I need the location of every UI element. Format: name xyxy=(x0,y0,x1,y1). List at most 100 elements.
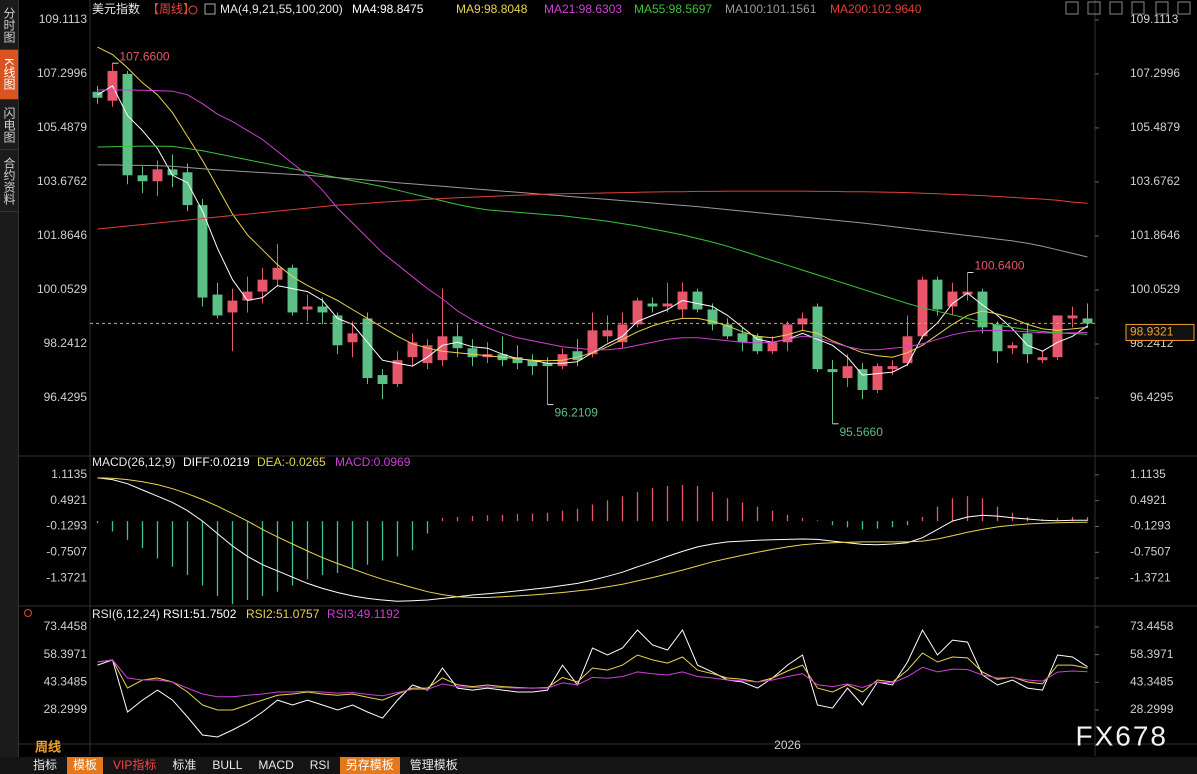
candle-body xyxy=(182,172,193,206)
sidebar-tab[interactable]: 合约资料 xyxy=(0,150,18,212)
y-tick-label: 109.1113 xyxy=(39,12,88,26)
legend-entry: MA21:98.6303 xyxy=(544,2,622,16)
toolbar-button[interactable]: 标准 xyxy=(172,758,197,772)
candle-body xyxy=(1037,357,1048,361)
y-tick-label: 43.3485 xyxy=(44,674,88,688)
toolbar-button[interactable]: 另存模板 xyxy=(339,757,400,774)
candle-body xyxy=(227,300,238,313)
y-tick-label: 100.0529 xyxy=(37,282,87,296)
candle-body xyxy=(947,291,958,307)
sidebar-tab[interactable]: K线图 xyxy=(0,50,18,100)
sidebar-tab[interactable]: 闪电图 xyxy=(0,100,18,150)
candle-body xyxy=(542,363,553,367)
candle-body xyxy=(287,267,298,313)
candle-body xyxy=(647,303,658,307)
candle-body xyxy=(167,169,178,176)
candle-body xyxy=(857,369,868,390)
legend-entry: MACD:0.0969 xyxy=(335,455,411,469)
candle-body xyxy=(872,366,883,390)
y-tick-label: -1.3721 xyxy=(46,570,87,584)
candle-body xyxy=(242,291,253,301)
y-tick-label: -1.3721 xyxy=(1130,570,1171,584)
toolbar-button[interactable]: 指标 xyxy=(33,758,58,772)
toolbar-button[interactable]: BULL xyxy=(212,758,243,772)
toolbar-button[interactable]: RSI xyxy=(309,758,330,772)
candle-body xyxy=(617,324,628,343)
y-tick-label: -0.1293 xyxy=(46,519,87,533)
candle-body xyxy=(722,324,733,337)
legend-entry: MA55:98.5697 xyxy=(634,2,712,16)
x-tick-label: 2026 xyxy=(774,738,801,752)
candle-body xyxy=(887,366,898,370)
candle-body xyxy=(272,267,283,280)
legend-title: RSI(6,12,24) xyxy=(92,607,160,621)
candle-body xyxy=(827,369,838,373)
window-button[interactable] xyxy=(1177,1,1191,15)
candle-body xyxy=(152,169,163,182)
toolbar-button[interactable]: VIP指标 xyxy=(113,758,157,772)
y-tick-label: 100.0529 xyxy=(1130,282,1180,296)
candle-body xyxy=(1007,345,1018,349)
toolbar-button[interactable]: 管理模板 xyxy=(409,758,458,772)
y-tick-label: -0.7507 xyxy=(46,544,87,558)
candle-body xyxy=(587,330,598,355)
candle-body xyxy=(752,336,763,352)
y-tick-label: 103.6762 xyxy=(1130,174,1180,188)
window-button[interactable] xyxy=(1109,1,1123,15)
candle-body xyxy=(377,375,388,385)
legend-entry: RSI3:49.1192 xyxy=(327,607,400,621)
toolbar-button[interactable]: 模板 xyxy=(67,757,104,774)
indicator-line xyxy=(97,477,1088,598)
window-button[interactable] xyxy=(1065,1,1079,15)
window-button[interactable] xyxy=(1155,1,1169,15)
legend-title: MACD(26,12,9) xyxy=(92,455,175,469)
settings-icon[interactable] xyxy=(188,5,198,15)
candle-body xyxy=(122,73,133,176)
candle-body xyxy=(302,306,313,310)
candle-body xyxy=(437,336,448,361)
y-tick-label: 0.4921 xyxy=(50,493,87,507)
legend-entry: MA4:98.8475 xyxy=(352,2,424,16)
legend-entry: RSI1:51.7502 xyxy=(163,607,237,621)
y-tick-label: 105.4879 xyxy=(37,120,87,134)
y-tick-label: -0.7507 xyxy=(1130,544,1171,558)
y-tick-label: 0.4921 xyxy=(1130,493,1167,507)
window-button[interactable] xyxy=(1087,1,1101,15)
toolbar-button[interactable]: MACD xyxy=(258,758,294,772)
window-controls xyxy=(1065,1,1191,15)
indicator-line xyxy=(97,659,1088,698)
y-tick-label: 101.8646 xyxy=(37,228,87,242)
indicator-icon[interactable] xyxy=(24,609,32,617)
candle-body xyxy=(1052,315,1063,358)
legend-entry: MA200:102.9640 xyxy=(830,2,922,16)
legend-entry: DIFF:0.0219 xyxy=(183,455,250,469)
candle-body xyxy=(347,333,358,343)
indicator-line xyxy=(97,190,1088,230)
candle-body xyxy=(977,291,988,328)
indicator-line xyxy=(97,477,1088,602)
sidebar-tab[interactable]: 分时图 xyxy=(0,0,18,50)
candle-body xyxy=(707,309,718,325)
y-tick-label: 28.2999 xyxy=(44,702,88,716)
candle-body xyxy=(797,318,808,325)
candle-body xyxy=(632,300,643,325)
candle-body xyxy=(992,324,1003,352)
legend-subtitle: 【周线】 xyxy=(147,2,195,16)
y-tick-label: 73.4458 xyxy=(1130,619,1174,633)
y-tick-label: 1.1135 xyxy=(1130,467,1166,481)
candle-body xyxy=(692,291,703,310)
candle-body xyxy=(1022,333,1033,355)
sidebar: 分时图 K线图 闪电图 合约资料 xyxy=(0,0,19,774)
window-button[interactable] xyxy=(1131,1,1145,15)
candle-body xyxy=(932,279,943,310)
y-tick-label: 98.2412 xyxy=(44,336,88,350)
candle-body xyxy=(1082,318,1093,324)
y-tick-label: 105.4879 xyxy=(1130,120,1180,134)
y-tick-label: 103.6762 xyxy=(37,174,87,188)
y-tick-label: 43.3485 xyxy=(1130,674,1174,688)
ma-icon[interactable] xyxy=(204,3,216,15)
y-tick-label: 107.2996 xyxy=(1130,66,1180,80)
candle-body xyxy=(257,279,268,292)
